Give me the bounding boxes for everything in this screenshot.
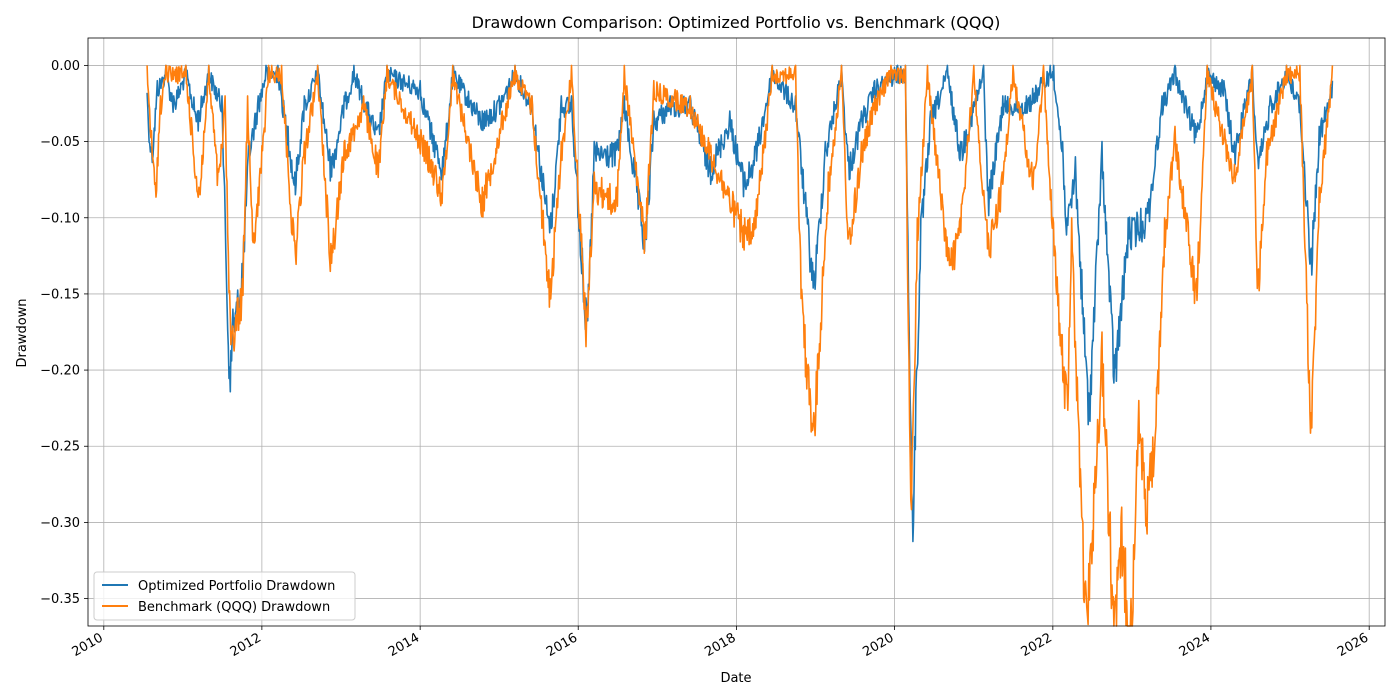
series-layer bbox=[146, 64, 1334, 627]
y-axis-ticks: 0.00 −0.05 −0.10 −0.15 −0.20 −0.25 −0.30 −0.35 bbox=[40, 59, 88, 607]
legend: Optimized Portfolio Drawdown Benchmark (… bbox=[93, 571, 356, 621]
y-tick-label: −0.20 bbox=[40, 364, 80, 379]
y-tick-label: −0.05 bbox=[40, 135, 80, 150]
x-axis-label: Date bbox=[720, 671, 751, 686]
series-line-portfolio bbox=[146, 64, 1334, 543]
y-tick-label: −0.35 bbox=[40, 592, 80, 607]
y-axis-label: Drawdown bbox=[15, 298, 30, 367]
chart-title: Drawdown Comparison: Optimized Portfolio… bbox=[472, 13, 1001, 32]
y-tick-label: 0.00 bbox=[51, 59, 80, 74]
series-line-benchmark bbox=[146, 64, 1334, 627]
y-tick-label: −0.10 bbox=[40, 211, 80, 226]
legend-box bbox=[93, 571, 356, 621]
y-tick-label: −0.25 bbox=[40, 440, 80, 455]
legend-label-portfolio: Optimized Portfolio Drawdown bbox=[138, 579, 335, 594]
legend-label-benchmark: Benchmark (QQQ) Drawdown bbox=[138, 600, 330, 615]
x-gridlines bbox=[103, 38, 1370, 626]
y-tick-label: −0.30 bbox=[40, 516, 80, 531]
y-tick-label: −0.15 bbox=[40, 287, 80, 302]
